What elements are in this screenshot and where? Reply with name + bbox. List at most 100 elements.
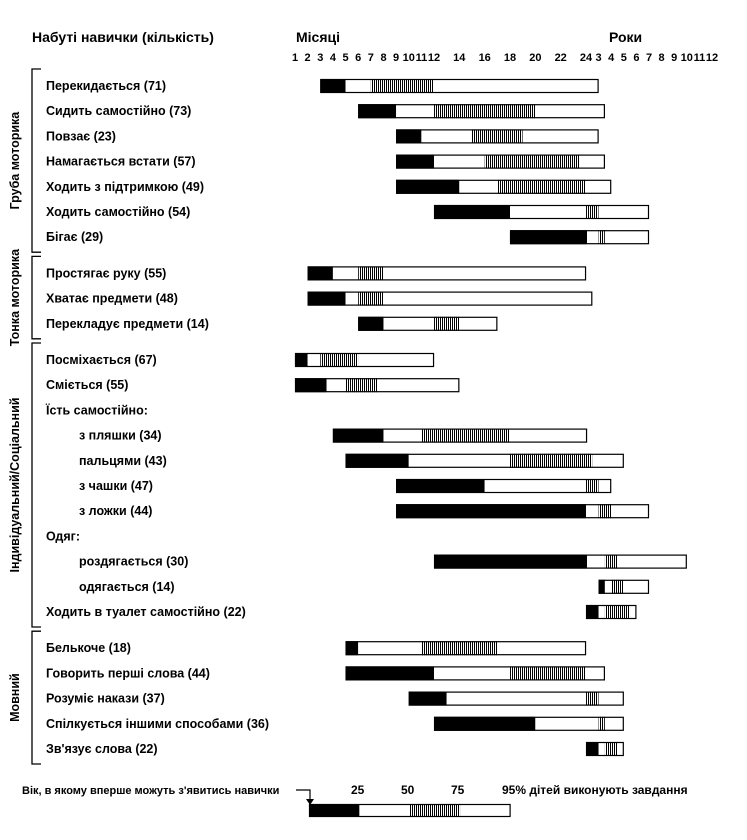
bar-segment-75-95 (497, 641, 587, 656)
row-label: пальцями (43) (79, 454, 167, 468)
bar-segment-0-25 (434, 554, 588, 569)
month-tick: 9 (393, 52, 399, 64)
year-tick: 11 (694, 52, 706, 64)
bar-segment-25-50 (510, 205, 587, 219)
percentile-legend: Вік, в якому вперше можуть з'явитись нав… (22, 783, 688, 818)
legend-arrow (296, 789, 311, 801)
bar-segment-25-50 (345, 79, 371, 93)
bar-segment-0-25 (396, 179, 460, 194)
bar-segment-75-95 (377, 378, 460, 393)
legend-segment-75-95 (460, 804, 511, 817)
bar-segment-50-75 (598, 716, 605, 731)
row-label: з пляшки (34) (79, 429, 162, 443)
year-tick: 12 (706, 52, 718, 64)
group-label: Груба моторика (8, 111, 22, 210)
row-label: Посміхається (67) (46, 353, 157, 367)
bar-segment-75-95 (579, 154, 605, 169)
month-tick: 5 (343, 52, 349, 64)
bar-segment-75-95 (592, 453, 624, 468)
year-tick: 4 (608, 52, 615, 64)
bar-segment-0-25 (345, 641, 359, 656)
month-tick: 11 (416, 52, 428, 64)
year-tick: 8 (659, 52, 665, 64)
month-tick: 7 (368, 52, 374, 64)
bar-segment-25-50 (587, 554, 605, 569)
bar-segment-25-50 (326, 378, 346, 393)
year-tick: 3 (596, 52, 602, 64)
legend-first-appear-label: Вік, в якому вперше можуть з'явитись нав… (22, 785, 279, 797)
bar-segment-50-75 (510, 666, 587, 681)
bar-segment-0-25 (434, 205, 511, 219)
month-tick: 8 (380, 52, 386, 64)
bar-segment-0-25 (332, 428, 384, 443)
bar-segment-75-95 (604, 716, 624, 731)
bar-segment-25-50 (421, 129, 473, 144)
bar-segment-75-95 (383, 266, 587, 281)
group-label: Тонка моторика (8, 248, 22, 346)
bar-segment-75-95 (598, 691, 624, 706)
row-label: Сидить самостійно (73) (46, 104, 191, 118)
bar-outline (307, 291, 593, 306)
row-label: Перекладує предмети (14) (46, 317, 209, 331)
row-label: Сміється (55) (46, 378, 128, 392)
month-tick: 2 (305, 52, 311, 64)
row-label: Намагається встати (57) (46, 155, 196, 169)
bar-segment-25-50 (307, 353, 321, 367)
bar-segment-25-50 (358, 641, 422, 656)
bar-segment-25-50 (383, 428, 422, 443)
bar-segment-50-75 (434, 316, 460, 331)
bar-segment-50-75 (358, 291, 384, 306)
bar-segment-25-50 (446, 691, 587, 706)
group-label: Індивідуальний/Соціальний (8, 398, 22, 573)
bar-segment-25-50 (332, 266, 359, 281)
legend-segment-0-25 (309, 804, 360, 817)
bar-segment-0-25 (408, 691, 447, 706)
month-tick: 14 (453, 52, 466, 64)
bar-segment-50-75 (586, 691, 599, 706)
row-label: Зв'язує слова (22) (46, 742, 158, 756)
bar-segment-0-25 (320, 79, 346, 93)
bar-outline (358, 316, 498, 331)
bar-segment-25-50 (408, 453, 511, 468)
bar-segment-0-25 (345, 453, 409, 468)
row-label: Простягає руку (55) (46, 266, 166, 280)
group-bracket (31, 68, 41, 253)
month-tick: 6 (355, 52, 361, 64)
legend-p75-label: 75 (451, 783, 465, 797)
bar-segment-0-25 (295, 353, 308, 367)
bar-segment-0-25 (510, 230, 588, 245)
bar-outline (408, 691, 624, 706)
bar-segment-25-50 (484, 479, 587, 493)
row-label: роздягається (30) (79, 555, 188, 569)
row-label: Спілкується іншими способами (36) (46, 717, 269, 731)
bar-segment-75-95 (510, 428, 588, 443)
bar-segment-75-95 (459, 316, 498, 331)
bar-segment-75-95 (434, 79, 599, 93)
axis-ticks: 1 2 3 4 5 6 7 8 9 10 11 12 14 16 18 20 22 24 3 4 5 6 7 8 9 10 11 12 (292, 52, 718, 64)
bar-outline (585, 604, 637, 620)
bar-segment-25-50 (586, 504, 599, 519)
skills-header: Набуті навички (кількість) (32, 29, 214, 45)
bar-outline (509, 230, 650, 245)
bar-segment-50-75 (604, 605, 631, 619)
bar-outline (294, 352, 435, 368)
bar-segment-75-95 (586, 666, 605, 681)
bar-outline (307, 266, 587, 281)
bar-segment-50-75 (604, 742, 618, 756)
bar-segment-75-95 (604, 230, 649, 245)
year-tick: 6 (633, 52, 639, 64)
bar-outline (433, 204, 650, 220)
years-header: Роки (609, 29, 642, 45)
group-label: Мовний (8, 673, 22, 722)
row-label: з чашки (47) (79, 479, 153, 493)
group-brackets: Груба моторика Тонка моторика Індивідуальн… (8, 68, 41, 765)
legend-p25-label: 25 (351, 783, 365, 797)
group-bracket (31, 630, 41, 765)
skill-rows: Перекидається (71) Сидить самостійно (73)… (45, 78, 687, 757)
bar-segment-50-75 (586, 479, 599, 493)
bar-segment-25-50 (598, 605, 605, 619)
year-tick: 10 (681, 52, 693, 64)
bar-segment-75-95 (383, 291, 593, 306)
bar-outline (396, 179, 612, 194)
bar-segment-50-75 (586, 205, 599, 219)
